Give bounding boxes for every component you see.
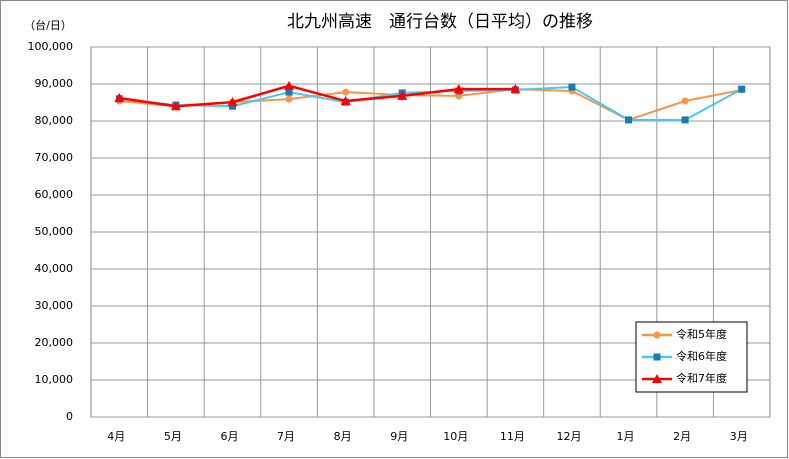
- y-tick-label: 90,000: [35, 77, 74, 90]
- x-tick-label: 4月: [107, 430, 125, 443]
- point: [681, 97, 689, 105]
- x-tick-label: 9月: [390, 430, 408, 443]
- y-tick-label: 100,000: [28, 40, 74, 53]
- x-tick-label: 6月: [220, 430, 238, 443]
- point: [510, 84, 521, 94]
- y-tick-label: 40,000: [35, 262, 74, 275]
- point: [227, 97, 238, 107]
- point: [170, 101, 181, 111]
- x-tick-label: 10月: [443, 430, 468, 443]
- legend-label: 令和7年度: [676, 371, 727, 385]
- y-tick-label: 30,000: [35, 299, 74, 312]
- point: [397, 90, 408, 100]
- chart-title: 北九州高速 通行台数（日平均）の推移: [287, 12, 593, 32]
- x-tick-label: 11月: [500, 430, 525, 443]
- y-axis-unit: （台/日）: [24, 18, 72, 32]
- x-tick-label: 8月: [334, 430, 352, 443]
- x-tick-label: 7月: [277, 430, 295, 443]
- x-tick-label: 1月: [617, 430, 635, 443]
- point: [568, 83, 576, 91]
- y-tick-label: 20,000: [35, 336, 74, 349]
- legend-label: 令和5年度: [676, 327, 727, 341]
- point: [453, 84, 464, 94]
- y-tick-label: 70,000: [35, 151, 74, 164]
- point: [342, 88, 350, 96]
- y-tick-label: 80,000: [35, 114, 74, 127]
- y-tick-label: 10,000: [35, 373, 74, 386]
- point: [652, 374, 662, 383]
- point: [114, 93, 125, 103]
- point: [285, 88, 293, 96]
- x-tick-label: 12月: [556, 430, 581, 443]
- point: [653, 331, 661, 339]
- point: [340, 96, 351, 106]
- y-tick-label: 60,000: [35, 188, 74, 201]
- legend-label: 令和6年度: [676, 349, 727, 363]
- y-tick-label: 0: [66, 410, 73, 423]
- point: [738, 85, 746, 93]
- y-tick-label: 50,000: [35, 225, 74, 238]
- x-tick-label: 2月: [673, 430, 691, 443]
- x-tick-label: 5月: [164, 430, 182, 443]
- point: [284, 80, 295, 90]
- x-tick-label: 3月: [730, 430, 748, 443]
- point: [228, 102, 236, 110]
- point: [285, 95, 293, 103]
- point: [653, 353, 661, 361]
- series-line: [119, 84, 516, 108]
- point: [625, 116, 633, 124]
- point: [681, 116, 689, 124]
